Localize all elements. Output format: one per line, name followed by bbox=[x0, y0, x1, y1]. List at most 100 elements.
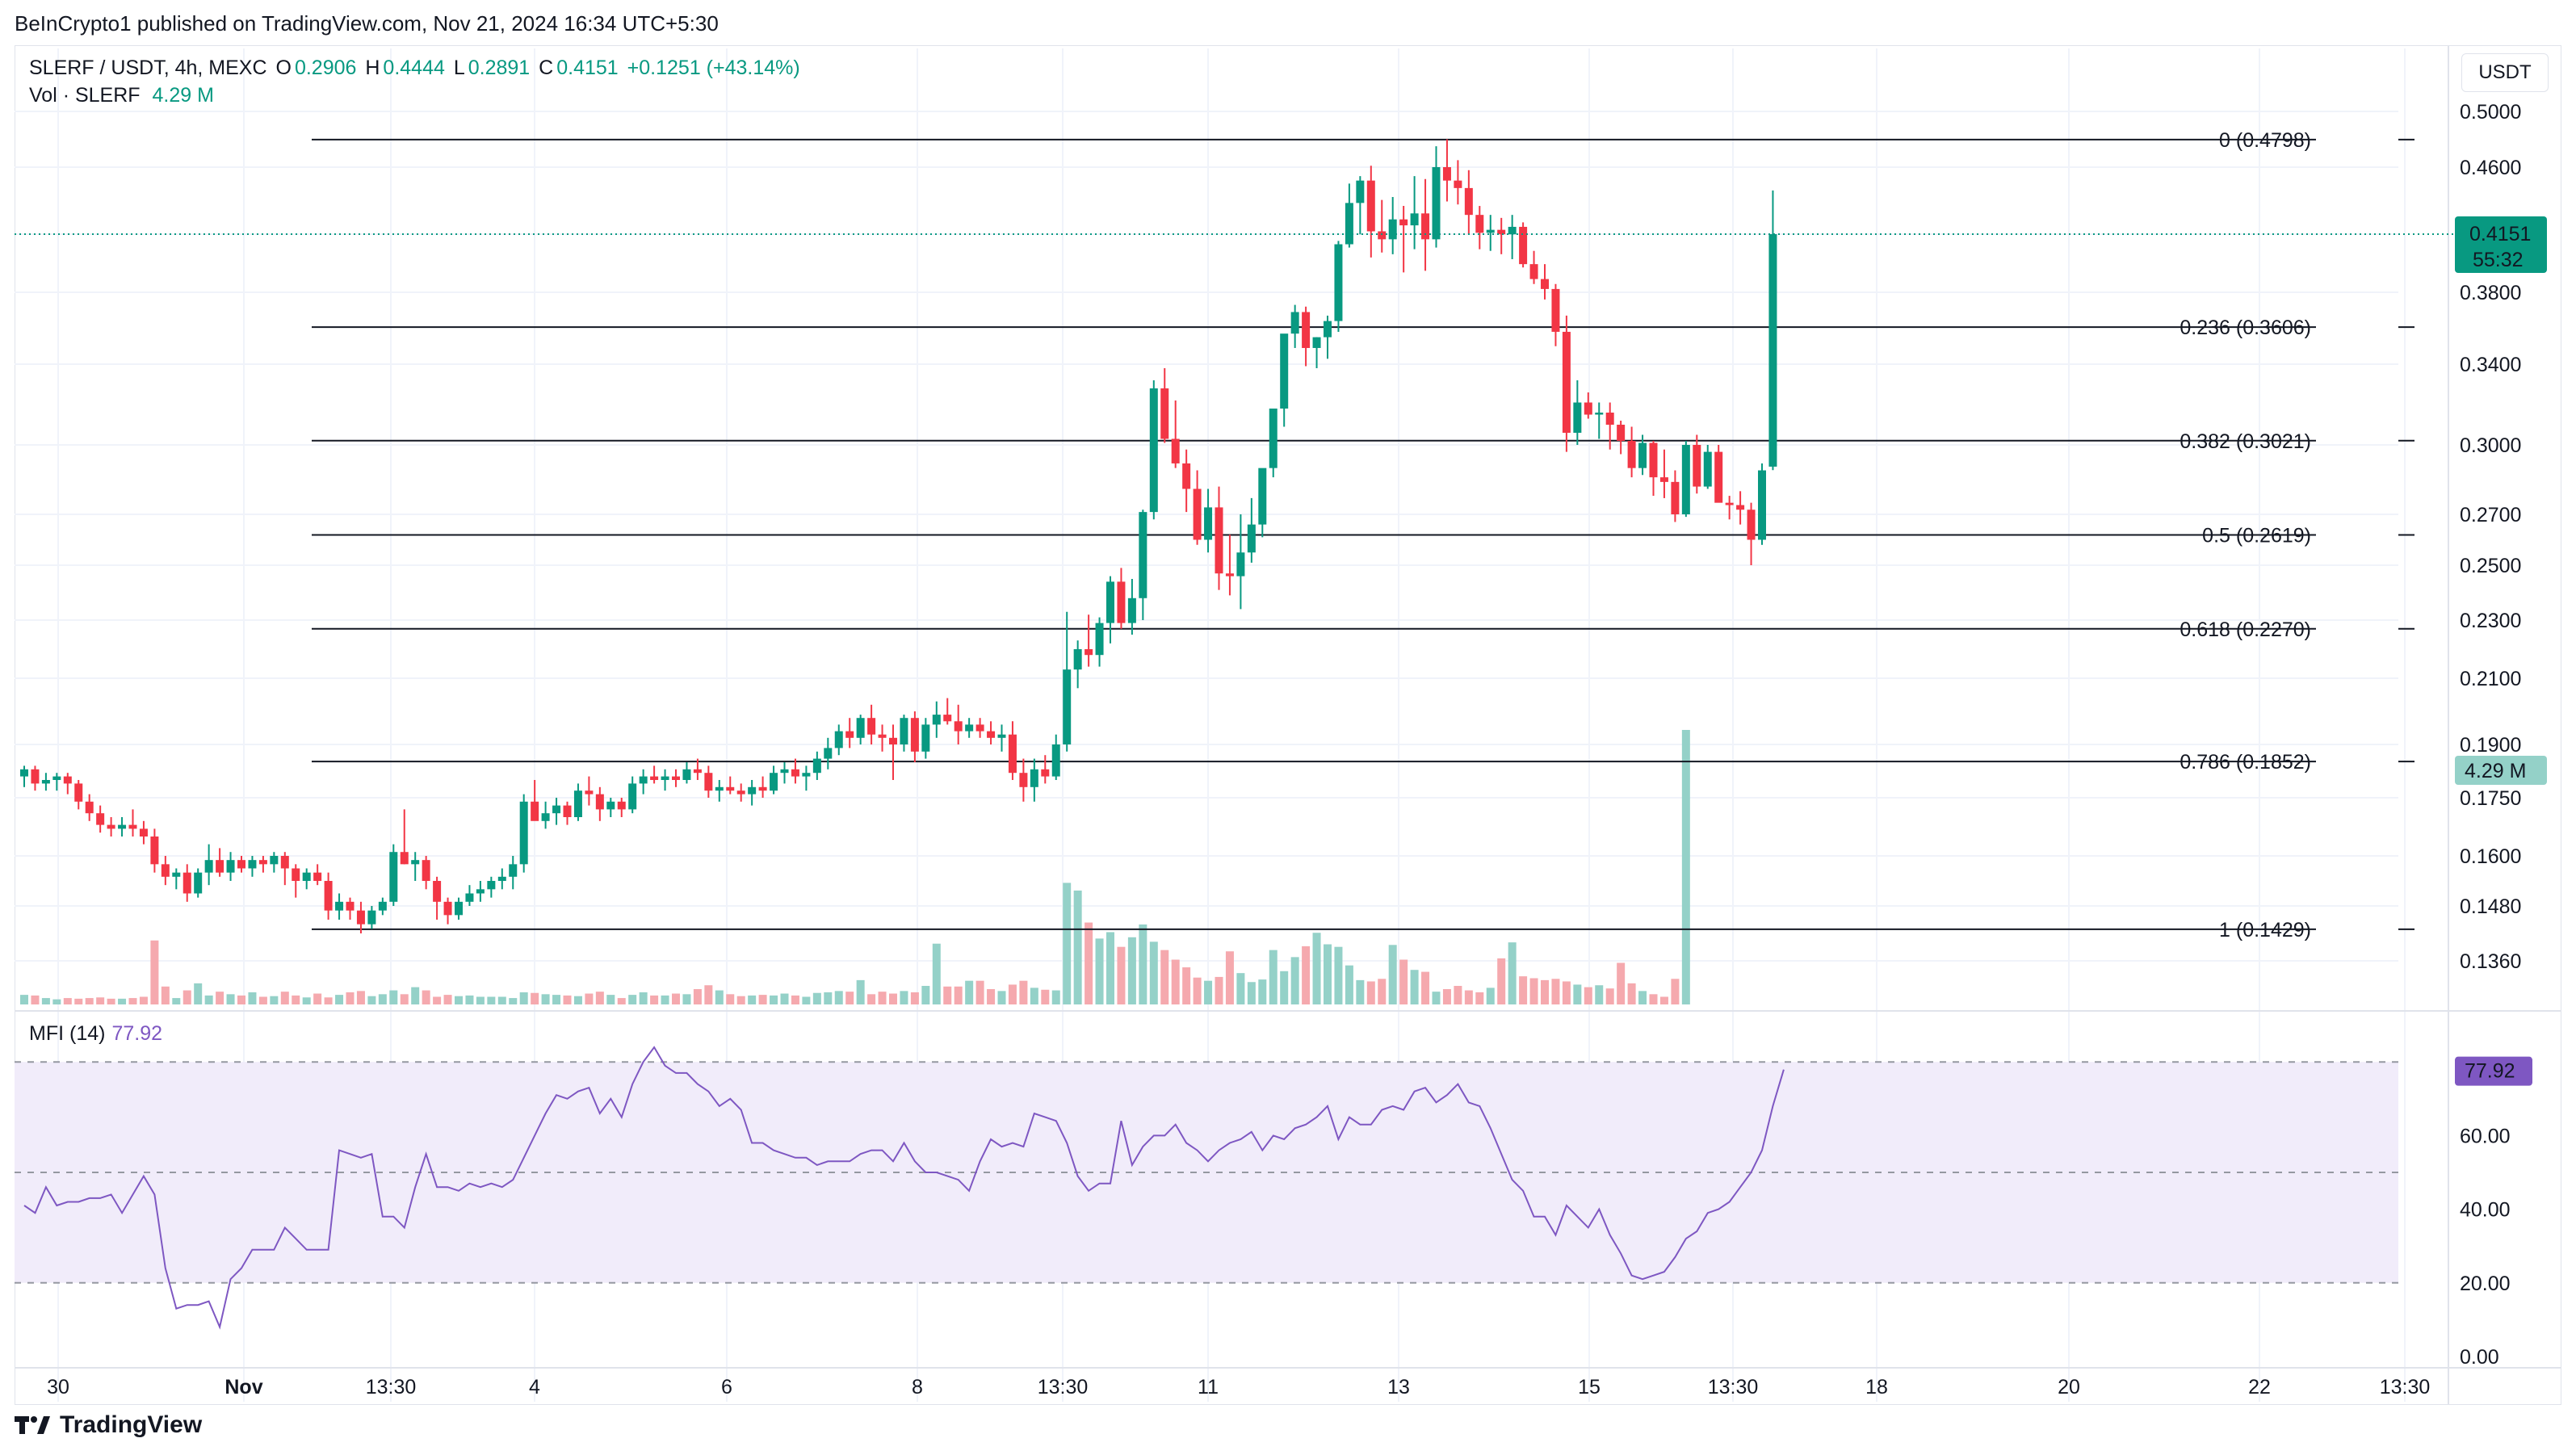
volume-bar bbox=[780, 993, 789, 1004]
time-tick-label: 15 bbox=[1578, 1376, 1601, 1398]
volume-bar bbox=[292, 995, 300, 1004]
volume-bar bbox=[1551, 979, 1560, 1004]
candle-body bbox=[704, 773, 713, 791]
volume-bar bbox=[824, 992, 833, 1004]
candle-body bbox=[172, 872, 181, 877]
price-tick-label: 0.1750 bbox=[2460, 787, 2521, 810]
volume-label[interactable]: Vol · SLERF bbox=[29, 84, 141, 107]
volume-bar bbox=[1290, 957, 1299, 1004]
candle-body bbox=[628, 783, 637, 810]
time-tick-label: 6 bbox=[721, 1376, 732, 1398]
candle-body bbox=[1171, 438, 1180, 463]
candle-body bbox=[1758, 470, 1766, 540]
candle-body bbox=[661, 776, 669, 780]
candle-body bbox=[96, 813, 105, 825]
volume-bar bbox=[672, 993, 680, 1004]
volume-bar bbox=[1432, 992, 1441, 1004]
currency-selector[interactable]: USDT bbox=[2461, 53, 2549, 92]
time-tick-label: 20 bbox=[2058, 1376, 2080, 1398]
candle-body bbox=[1378, 231, 1387, 240]
candle-body bbox=[1095, 623, 1104, 656]
volume-bar bbox=[237, 995, 245, 1004]
candle-body bbox=[900, 718, 908, 744]
candle-body bbox=[1747, 509, 1756, 540]
candle-body bbox=[1290, 312, 1299, 334]
volume-bar bbox=[465, 995, 474, 1004]
volume-bar bbox=[1541, 979, 1549, 1004]
volume-bar bbox=[693, 988, 702, 1004]
volume-bar bbox=[1204, 980, 1213, 1004]
candle-body bbox=[1051, 744, 1060, 777]
candle-body bbox=[1442, 167, 1451, 181]
volume-bar bbox=[770, 995, 778, 1004]
candle-body bbox=[1714, 451, 1723, 503]
candle-body bbox=[476, 889, 485, 894]
time-tick-label: 13 bbox=[1387, 1376, 1410, 1398]
mfi-label[interactable]: MFI (14) bbox=[29, 1022, 106, 1045]
volume-bar bbox=[1280, 971, 1289, 1004]
candle-body bbox=[118, 824, 127, 829]
candle-body bbox=[834, 731, 843, 748]
volume-bar bbox=[606, 995, 615, 1004]
volume-bar bbox=[487, 996, 496, 1004]
volume-bar bbox=[400, 994, 409, 1004]
volume-bar bbox=[1681, 730, 1690, 1004]
volume-badge-text: 4.29 M bbox=[2465, 760, 2526, 782]
volume-bar bbox=[573, 996, 582, 1004]
price-tick-label: 0.1600 bbox=[2460, 845, 2521, 868]
volume-bar bbox=[1388, 945, 1397, 1004]
candle-body bbox=[183, 872, 191, 894]
candle-body bbox=[422, 860, 430, 881]
volume-bar bbox=[161, 986, 170, 1004]
tradingview-logo[interactable]: TradingView bbox=[15, 1411, 202, 1439]
candle-body bbox=[346, 901, 355, 911]
volume-bar bbox=[378, 994, 387, 1004]
volume-bar bbox=[1247, 982, 1256, 1004]
volume-bar bbox=[1617, 962, 1626, 1004]
price-tick-label: 0.2100 bbox=[2460, 668, 2521, 690]
volume-bar bbox=[1366, 981, 1375, 1004]
candle-body bbox=[1475, 215, 1484, 233]
candle-body bbox=[878, 734, 887, 738]
legend-volume: Vol · SLERF 4.29 M bbox=[29, 84, 214, 107]
candle-body bbox=[324, 881, 333, 911]
volume-bar bbox=[900, 991, 908, 1004]
candle-body bbox=[292, 868, 300, 881]
candle-body bbox=[443, 901, 452, 916]
volume-bar bbox=[1160, 950, 1169, 1004]
candle-body bbox=[552, 805, 561, 814]
candle-body bbox=[693, 769, 702, 774]
volume-bar bbox=[954, 986, 963, 1004]
open-label: O bbox=[275, 57, 292, 79]
volume-bar bbox=[1041, 989, 1050, 1004]
candle-body bbox=[1508, 226, 1517, 235]
candle-body bbox=[1421, 213, 1430, 240]
candle-body bbox=[780, 769, 789, 774]
candle-body bbox=[1247, 524, 1256, 553]
volume-bar bbox=[943, 986, 952, 1004]
candle-body bbox=[63, 776, 72, 784]
volume-bar bbox=[216, 992, 224, 1004]
fib-label: 0.382 (0.3021) bbox=[2180, 430, 2311, 453]
volume-bar bbox=[433, 996, 442, 1004]
volume-bar bbox=[1225, 951, 1234, 1004]
volume-bar bbox=[150, 940, 159, 1004]
mfi-tick-label: 0.00 bbox=[2460, 1346, 2499, 1369]
candle-body bbox=[802, 773, 811, 777]
volume-bar bbox=[1236, 973, 1245, 1004]
candle-body bbox=[194, 872, 203, 894]
volume-bar bbox=[1442, 988, 1451, 1004]
volume-bar bbox=[704, 985, 713, 1004]
volume-bars bbox=[20, 730, 1690, 1004]
volume-bar bbox=[856, 979, 865, 1004]
volume-bar bbox=[335, 995, 344, 1004]
symbol-title[interactable]: SLERF / USDT, 4h, MEXC bbox=[29, 57, 267, 79]
candle-body bbox=[943, 715, 952, 722]
candle-body bbox=[954, 721, 963, 732]
candle-body bbox=[531, 801, 539, 821]
volume-bar bbox=[650, 995, 659, 1004]
candle-body bbox=[1149, 388, 1158, 513]
mfi-badge bbox=[2455, 1056, 2532, 1086]
candle-body bbox=[280, 856, 289, 869]
